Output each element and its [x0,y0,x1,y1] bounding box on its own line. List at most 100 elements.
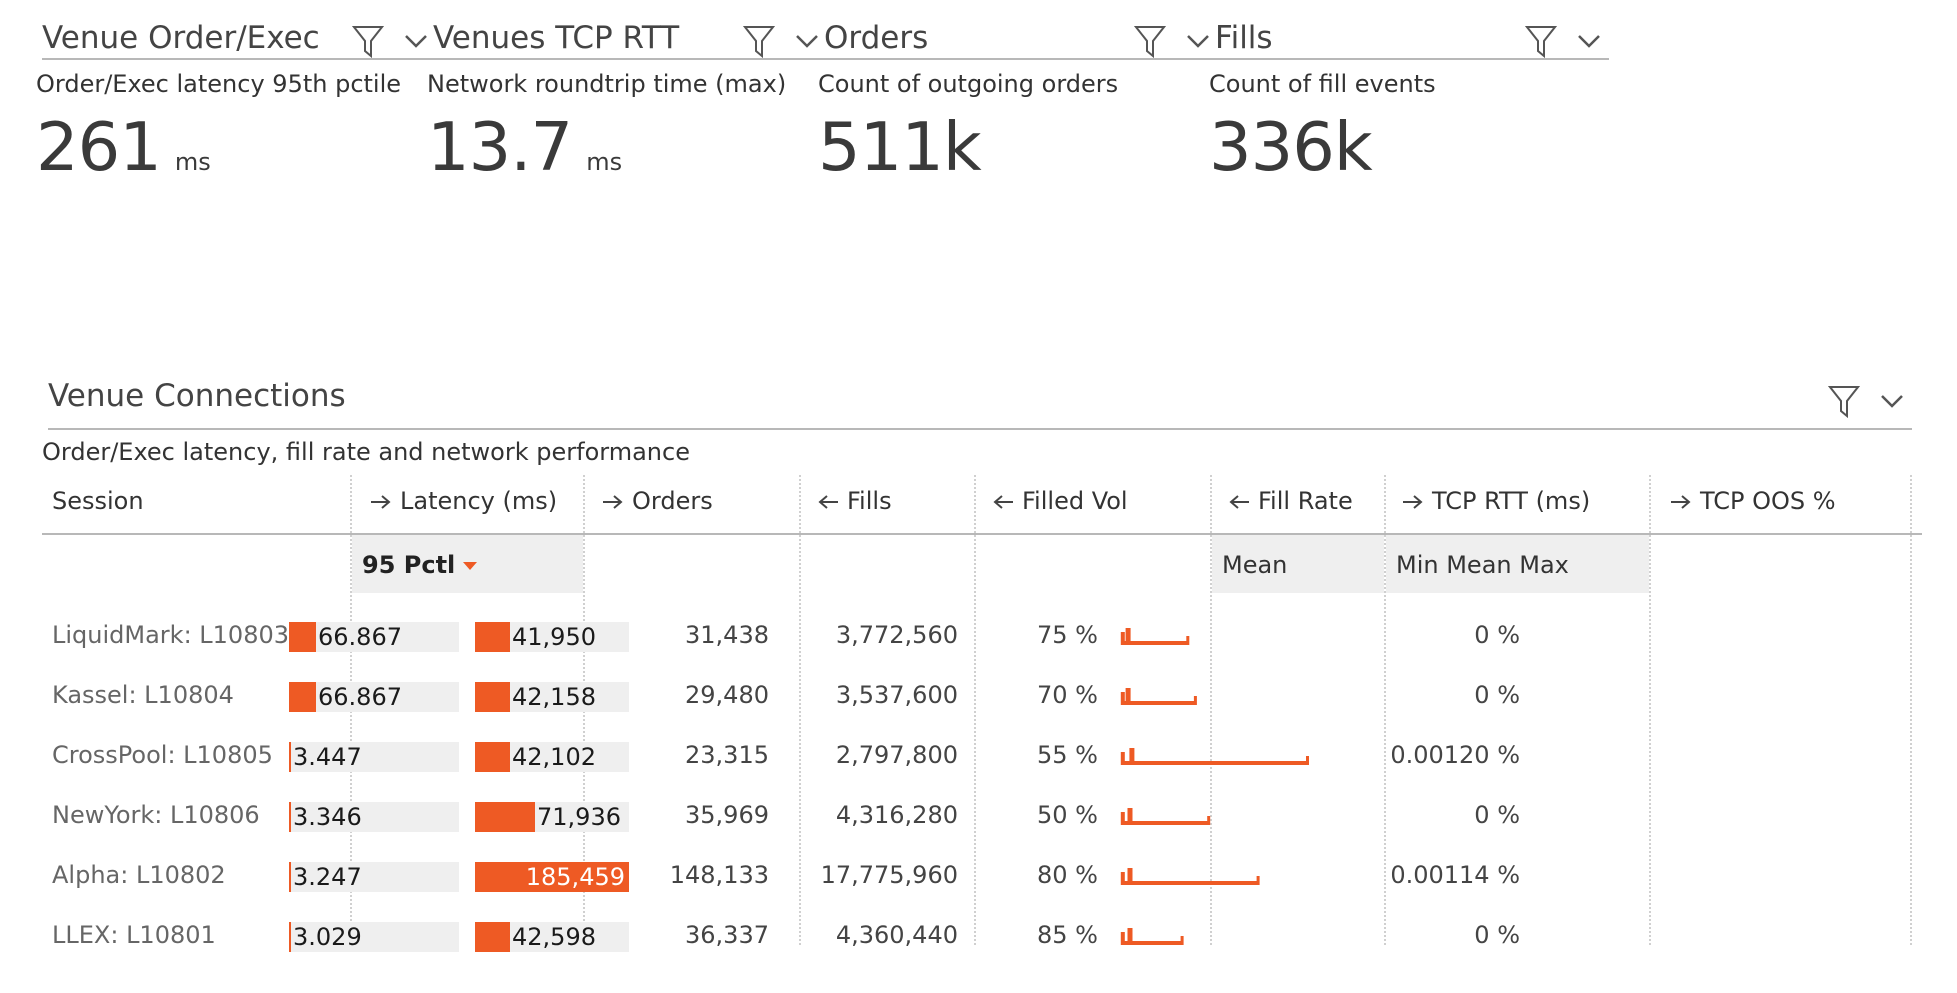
latency-bar: 3.447 [289,742,459,772]
table-row[interactable]: Kassel: L10804 66.867 42,158 29,480 3,537,60… [42,665,1922,725]
arrow-left-icon [993,495,1013,509]
kpi-panel-order-exec: Venue Order/Exec Order/Exec latency 95th… [36,10,436,186]
latency-value: 3.247 [293,863,362,891]
subheader-95-pctl[interactable]: 95 Pctl [362,551,478,579]
latency-bar-fill [289,862,291,892]
kpi-number: 511k [818,108,982,186]
fills-value: 29,480 [685,681,769,709]
tcp-rtt-range [1120,688,1197,705]
rtt-max-mark [1207,816,1211,825]
table-row[interactable]: LiquidMark: L10803 66.867 41,950 31,438 3,77… [42,605,1922,665]
col-header-latency[interactable]: Latency (ms) [370,487,557,515]
latency-bar: 66.867 [289,682,459,712]
fill-rate-value: 75 % [1037,621,1098,649]
col-header-fills[interactable]: Fills [817,487,892,515]
kpi-number: 261 [36,108,162,186]
kpi-header: Venue Order/Exec [42,10,436,60]
kpi-panel-orders: Orders Count of outgoing orders 511k [818,10,1218,186]
filter-icon[interactable] [1134,24,1166,58]
rtt-mean-mark [1129,748,1135,765]
kpi-header: Orders [824,10,1218,60]
latency-value: 3.029 [293,923,362,951]
filled-vol-value: 2,797,800 [835,741,958,769]
column-divider [974,475,976,945]
filled-vol-value: 3,537,600 [835,681,958,709]
latency-bar: 3.029 [289,922,459,952]
col-header-tcp-oos[interactable]: TCP OOS % [1670,487,1836,515]
panel-description: Order/Exec latency, fill rate and networ… [42,438,690,466]
kpi-number: 13.7 [427,108,573,186]
filled-vol-value: 17,775,960 [820,861,958,889]
orders-value: 42,598 [512,923,596,951]
chevron-down-icon[interactable] [1577,32,1601,50]
venue-table: Session Latency (ms) Orders Fills Filled… [42,475,1922,952]
rtt-max-mark [1256,876,1260,885]
orders-bar: 185,459 [475,862,629,892]
orders-value: 41,950 [512,623,596,651]
chevron-down-icon[interactable] [795,32,819,50]
latency-bar-fill [289,922,291,952]
latency-value: 3.346 [293,803,362,831]
session-name: Kassel: L10804 [52,681,234,709]
tcp-oos-value: 0 % [1474,921,1520,949]
arrow-right-icon [1671,495,1691,509]
table-row[interactable]: NewYork: L10806 3.346 71,936 35,969 4,316,28… [42,785,1922,845]
orders-bar-fill [475,802,535,832]
filter-icon[interactable] [743,24,775,58]
column-divider [1910,475,1912,945]
latency-value: 66.867 [318,683,402,711]
col-header-label: Fills [847,487,892,515]
col-header-label: Fill Rate [1258,487,1353,515]
fill-rate-value: 50 % [1037,801,1098,829]
filled-vol-value: 4,360,440 [835,921,958,949]
col-header-fill-rate[interactable]: Fill Rate [1228,487,1353,515]
kpi-panel-fills: Fills Count of fill events 336k [1209,10,1609,186]
col-header-tcp-rtt[interactable]: TCP RTT (ms) [1402,487,1590,515]
latency-bar: 3.346 [289,802,459,832]
tcp-oos-value: 0.00120 % [1390,741,1520,769]
rtt-min-mark [1120,752,1125,765]
col-header-label: Session [52,487,144,515]
col-header-session[interactable]: Session [52,487,144,515]
subheader-min-mean-max: Min Mean Max [1396,551,1569,579]
fills-value: 35,969 [685,801,769,829]
rtt-range-line [1121,761,1308,765]
panel-title: Venue Connections [48,378,346,414]
table-row[interactable]: CrossPool: L10805 3.447 42,102 23,315 2,797,… [42,725,1922,785]
fill-rate-value: 55 % [1037,741,1098,769]
column-divider [1384,475,1386,945]
column-divider [1649,475,1651,945]
orders-bar-fill [475,622,510,652]
col-header-label: Latency (ms) [400,487,558,515]
chevron-down-icon[interactable] [1186,32,1210,50]
latency-value: 3.447 [293,743,362,771]
latency-bar-fill [289,622,316,652]
rtt-mean-mark [1127,928,1133,945]
kpi-header: Fills [1215,10,1609,60]
filter-icon[interactable] [1525,24,1557,58]
chevron-down-icon[interactable] [404,32,428,50]
rtt-min-mark [1120,812,1125,825]
session-name: LLEX: L10801 [52,921,216,949]
chevron-down-icon[interactable] [1880,392,1904,410]
rtt-min-mark [1120,872,1125,885]
col-header-label: Filled Vol [1022,487,1128,515]
arrow-left-icon [818,495,838,509]
table-row[interactable]: Alpha: L10802 3.247 185,459 148,133 17,775,9… [42,845,1922,905]
kpi-panel-tcp-rtt: Venues TCP RTT Network roundtrip time (m… [427,10,827,186]
kpi-title: Orders [824,20,929,56]
rtt-min-mark [1120,932,1125,945]
orders-value: 42,102 [512,743,596,771]
filter-icon[interactable] [352,24,384,58]
venue-connections-panel: Venue Connections Order/Exec latency, fi… [42,370,1912,466]
col-header-filled-vol[interactable]: Filled Vol [992,487,1128,515]
col-header-orders[interactable]: Orders [602,487,713,515]
header-divider [42,533,1922,535]
filter-icon[interactable] [1828,384,1860,418]
table-row[interactable]: LLEX: L10801 3.029 42,598 36,337 4,360,440 85… [42,905,1922,965]
column-divider [799,475,801,945]
tcp-oos-value: 0 % [1474,801,1520,829]
kpi-number: 336k [1209,108,1373,186]
kpi-title: Fills [1215,20,1273,56]
tcp-rtt-range [1120,628,1190,645]
